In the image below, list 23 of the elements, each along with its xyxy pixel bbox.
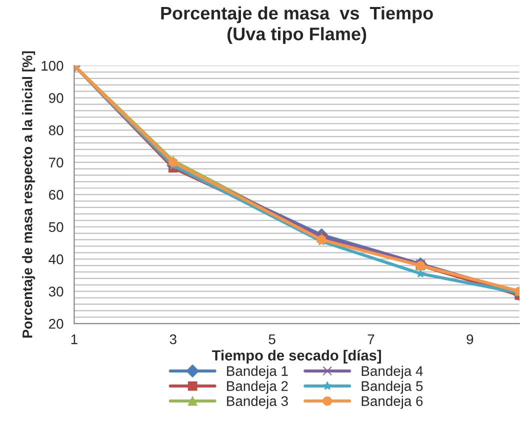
- legend-label: Bandeja 3: [227, 396, 288, 409]
- legend-label: Bandeja 4: [362, 366, 423, 379]
- y-tick-label: 30: [48, 286, 64, 297]
- x-axis-title: Tiempo de secado [días]: [212, 350, 381, 364]
- y-tick-label: 80: [48, 125, 64, 136]
- x-tick-label: 9: [466, 334, 474, 344]
- x-tick-label: 5: [268, 334, 276, 344]
- y-tick-label: 90: [48, 93, 64, 103]
- y-axis-title: Porcentaje de masa respecto a la inicial [%]: [22, 51, 36, 338]
- y-tick-label: 20: [49, 318, 64, 329]
- y-tick-label: 70: [49, 158, 64, 168]
- y-tick-label: 40: [48, 254, 64, 264]
- y-tick-label: 50: [48, 222, 64, 232]
- x-tick-label: 7: [368, 334, 374, 344]
- legend-label: Bandeja 1: [227, 366, 288, 379]
- legend-label: Bandeja 5: [362, 380, 423, 394]
- chart-title: Porcentaje de masa vs Tiempo (Uva tipo Flame): [161, 6, 433, 44]
- legend-label: Bandeja 6: [362, 396, 423, 409]
- legend-label: Bandeja 2: [227, 380, 288, 394]
- y-tick-label: 60: [49, 190, 64, 200]
- x-tick-label: 1: [71, 334, 78, 344]
- y-tick-label: 100: [42, 60, 64, 71]
- x-tick-label: 3: [170, 334, 176, 344]
